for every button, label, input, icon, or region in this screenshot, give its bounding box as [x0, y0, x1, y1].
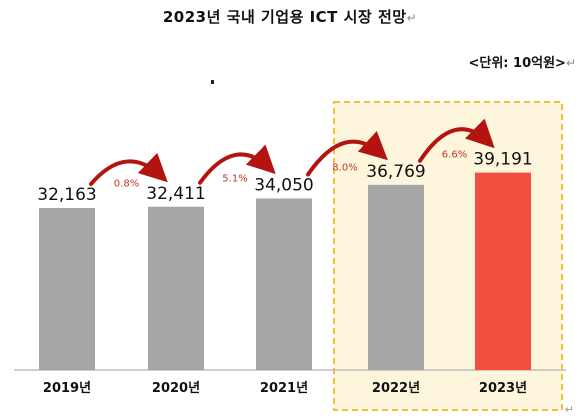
- chart-title: 2023년 국내 기업용 ICT 시장 전망↵: [0, 6, 580, 27]
- growth-rate-label: 0.8%: [114, 178, 139, 189]
- bar-2020년: [148, 206, 204, 370]
- return-mark-icon: ↵: [565, 56, 576, 70]
- growth-arrow: [306, 130, 388, 177]
- growth-arrow: [418, 118, 495, 163]
- category-label: 2021년: [260, 381, 308, 396]
- category-label: 2023년: [479, 381, 527, 396]
- growth-arrow: [89, 152, 168, 186]
- value-label: 32,411: [146, 184, 205, 204]
- bar-2021년: [256, 198, 312, 370]
- bar-2022년: [368, 184, 424, 370]
- category-label: 2020년: [152, 381, 200, 396]
- value-label: 32,163: [37, 185, 96, 205]
- category-label: 2022년: [372, 381, 420, 396]
- growth-rate-label: 8.0%: [332, 163, 357, 174]
- value-label: 34,050: [254, 175, 313, 195]
- unit-label-text: <단위: 10억원>: [468, 56, 566, 71]
- stray-dot: [211, 80, 214, 84]
- return-mark-icon: ↵: [564, 403, 574, 416]
- growth-arrow: [198, 144, 276, 185]
- value-label: 39,191: [473, 150, 532, 170]
- chart-title-text: 2023년 국내 기업용 ICT 시장 전망: [162, 8, 407, 26]
- unit-label: <단위: 10억원>↵: [468, 52, 576, 71]
- value-label: 36,769: [366, 162, 425, 182]
- return-mark-icon: ↵: [406, 11, 418, 25]
- bar-2019년: [39, 208, 95, 370]
- growth-rate-label: 6.6%: [442, 150, 467, 161]
- growth-rate-label: 5.1%: [222, 174, 247, 185]
- category-label: 2019년: [43, 381, 91, 396]
- bar-2023년: [475, 172, 531, 370]
